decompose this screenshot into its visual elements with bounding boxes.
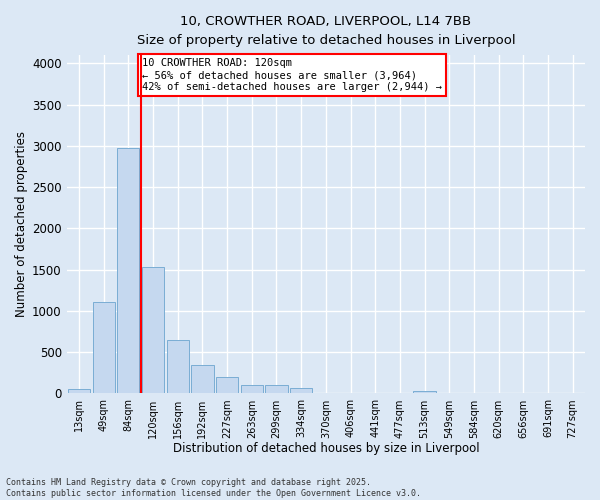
- Bar: [92, 302, 115, 394]
- Bar: [216, 377, 238, 394]
- Bar: [167, 340, 189, 394]
- Text: 10 CROWTHER ROAD: 120sqm
← 56% of detached houses are smaller (3,964)
42% of sem: 10 CROWTHER ROAD: 120sqm ← 56% of detach…: [142, 58, 442, 92]
- Bar: [290, 388, 312, 394]
- X-axis label: Distribution of detached houses by size in Liverpool: Distribution of detached houses by size …: [173, 442, 479, 455]
- Bar: [241, 385, 263, 394]
- Bar: [265, 385, 287, 394]
- Bar: [117, 148, 139, 394]
- Bar: [142, 267, 164, 394]
- Bar: [191, 366, 214, 394]
- Bar: [413, 391, 436, 394]
- Title: 10, CROWTHER ROAD, LIVERPOOL, L14 7BB
Size of property relative to detached hous: 10, CROWTHER ROAD, LIVERPOOL, L14 7BB Si…: [137, 15, 515, 47]
- Y-axis label: Number of detached properties: Number of detached properties: [15, 132, 28, 318]
- Text: Contains HM Land Registry data © Crown copyright and database right 2025.
Contai: Contains HM Land Registry data © Crown c…: [6, 478, 421, 498]
- Bar: [68, 389, 90, 394]
